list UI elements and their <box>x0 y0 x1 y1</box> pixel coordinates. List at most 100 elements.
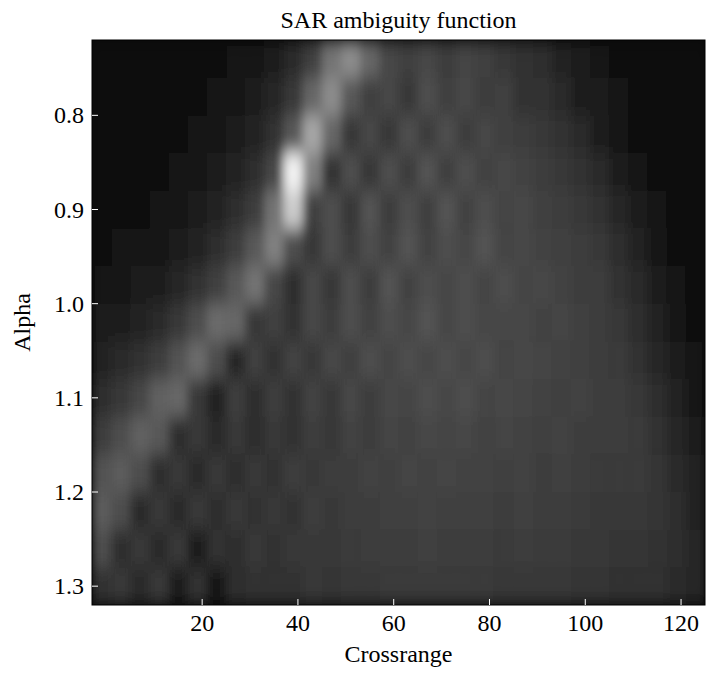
heat-cell <box>264 115 284 153</box>
heat-cell <box>609 304 629 342</box>
heat-cell <box>111 454 131 492</box>
heat-cell <box>475 530 495 568</box>
heat-cell <box>418 567 438 605</box>
heat-cell <box>188 191 208 229</box>
heat-cell <box>475 492 495 530</box>
heat-cell <box>245 228 265 266</box>
heat-cell <box>207 567 227 605</box>
title: SAR ambiguity function <box>281 7 517 33</box>
heat-cell <box>533 115 553 153</box>
heat-cell <box>609 153 629 191</box>
heat-cell <box>475 266 495 304</box>
heat-cell <box>226 530 246 568</box>
heat-cell <box>609 191 629 229</box>
heat-cell <box>494 153 514 191</box>
heat-cell <box>571 153 591 191</box>
heat-cell <box>379 530 399 568</box>
heat-cell <box>322 304 342 342</box>
heat-cell <box>207 115 227 153</box>
heat-cell <box>533 567 553 605</box>
heat-cell <box>533 40 553 78</box>
heat-cell <box>686 228 705 266</box>
heat-cell <box>456 567 476 605</box>
heat-cell <box>284 40 304 78</box>
heat-cell <box>360 454 380 492</box>
heat-cell <box>226 341 246 379</box>
heat-cell <box>590 379 610 417</box>
heat-cell <box>571 379 591 417</box>
heat-cell <box>590 191 610 229</box>
heat-cell <box>437 379 457 417</box>
heat-cell <box>686 40 705 78</box>
heat-cell <box>609 115 629 153</box>
heat-cell <box>149 153 169 191</box>
heat-cell <box>513 115 533 153</box>
heat-cell <box>628 341 648 379</box>
heat-cell <box>360 191 380 229</box>
heat-cell <box>92 379 112 417</box>
heat-cell <box>590 341 610 379</box>
heat-cell <box>475 567 495 605</box>
heat-cell <box>475 191 495 229</box>
heat-cell <box>437 266 457 304</box>
y-tick <box>92 303 98 304</box>
heat-cell <box>111 530 131 568</box>
heat-cell <box>207 304 227 342</box>
heat-cell <box>533 78 553 116</box>
heat-cell <box>571 530 591 568</box>
heat-cell <box>571 417 591 455</box>
heat-cell <box>207 153 227 191</box>
heat-cell <box>609 78 629 116</box>
heat-cell <box>303 40 323 78</box>
heat-cell <box>418 341 438 379</box>
heat-cell <box>418 417 438 455</box>
heat-cell <box>111 417 131 455</box>
heat-cell <box>130 304 150 342</box>
x-tick <box>585 599 586 605</box>
heat-cell <box>571 492 591 530</box>
heat-cell <box>303 191 323 229</box>
heat-cell <box>609 341 629 379</box>
heat-cell <box>667 78 687 116</box>
heat-cell <box>360 417 380 455</box>
heat-cell <box>437 115 457 153</box>
heat-cell <box>379 228 399 266</box>
heat-cell <box>667 341 687 379</box>
heat-cell <box>533 266 553 304</box>
heat-cell <box>130 417 150 455</box>
heat-cell <box>475 40 495 78</box>
heat-cell <box>648 191 668 229</box>
heat-cell <box>399 417 419 455</box>
heat-cell <box>513 454 533 492</box>
heat-cell <box>552 530 572 568</box>
heat-cell <box>552 567 572 605</box>
heat-cell <box>475 454 495 492</box>
heat-cell <box>571 454 591 492</box>
heat-cell <box>226 417 246 455</box>
heat-cell <box>494 341 514 379</box>
x-tick <box>681 599 682 605</box>
heat-cell <box>552 492 572 530</box>
heat-cell <box>667 191 687 229</box>
heat-cell <box>513 417 533 455</box>
heat-cell <box>207 191 227 229</box>
heat-cell <box>379 40 399 78</box>
heat-cell <box>360 567 380 605</box>
heat-cell <box>207 530 227 568</box>
heat-cell <box>379 492 399 530</box>
heat-cell <box>169 153 189 191</box>
heat-cell <box>628 567 648 605</box>
heat-cell <box>169 492 189 530</box>
heat-cell <box>149 454 169 492</box>
heat-cell <box>456 266 476 304</box>
heat-cell <box>130 567 150 605</box>
heat-cell <box>188 115 208 153</box>
heat-cell <box>628 78 648 116</box>
heat-cell <box>264 417 284 455</box>
heat-cell <box>92 153 112 191</box>
heat-cell <box>456 417 476 455</box>
heat-cell <box>264 266 284 304</box>
heat-cell <box>686 191 705 229</box>
heat-cell <box>399 454 419 492</box>
heat-cell <box>609 40 629 78</box>
